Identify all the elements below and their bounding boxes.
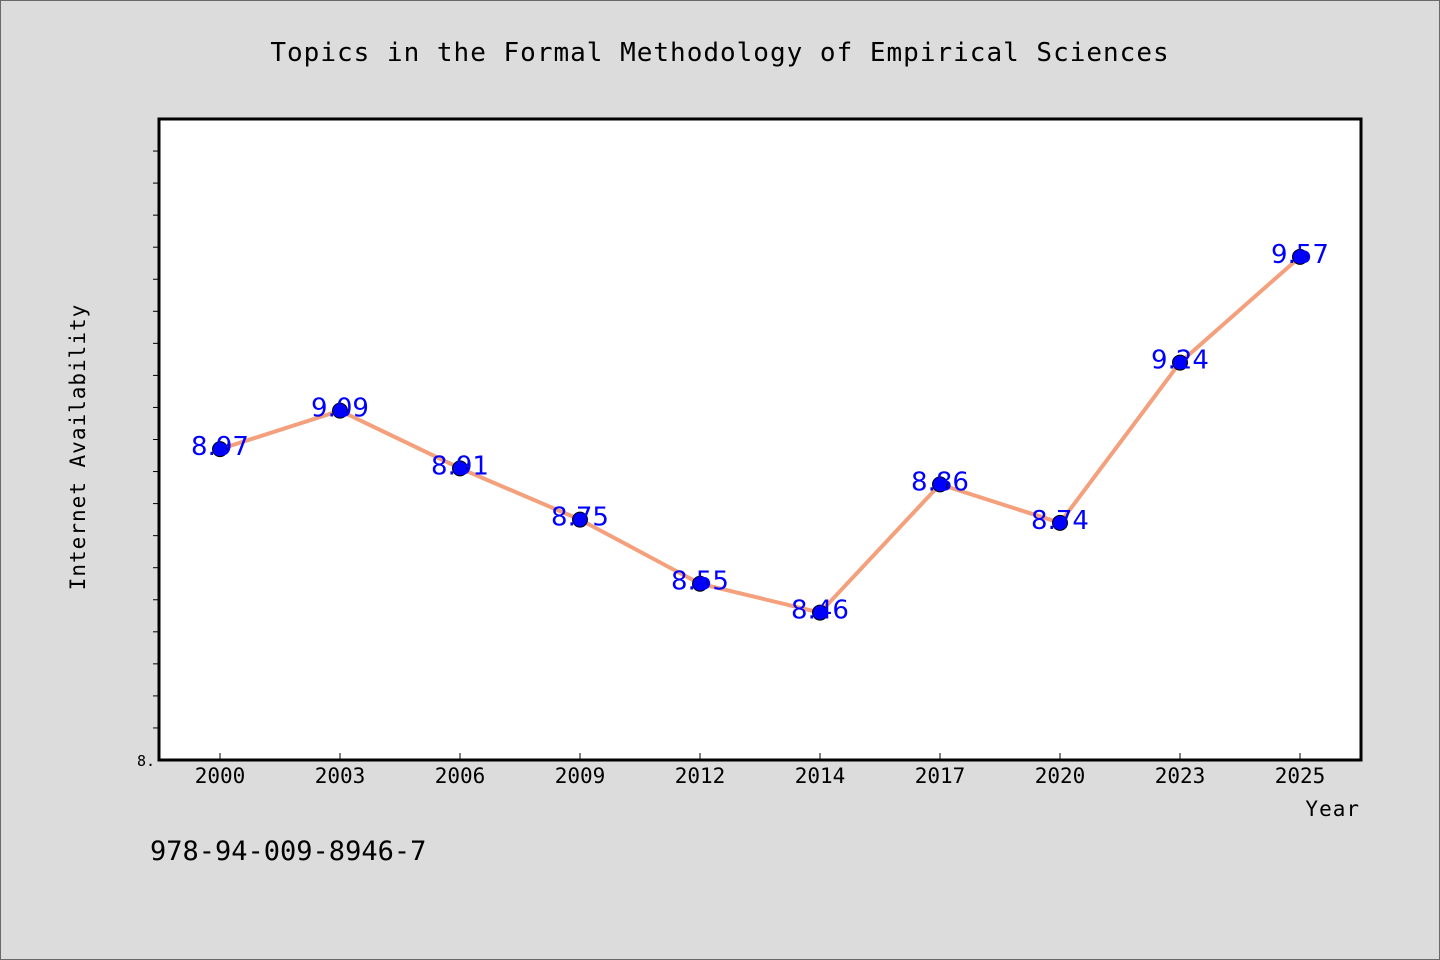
x-tick-label: 2023	[1155, 764, 1206, 788]
data-label: 9.09	[311, 394, 369, 424]
x-tick-label: 2014	[795, 764, 846, 788]
x-tick-labels: 2000 2003 2006 2009 2012 2014 2017 2020 2023 2025	[195, 764, 1326, 788]
data-point	[452, 460, 468, 477]
data-point	[212, 441, 228, 458]
x-tick-label: 2025	[1275, 764, 1326, 788]
data-label: 8.46	[791, 596, 849, 626]
x-axis-ticks	[219, 753, 1301, 760]
x-tick-label: 2017	[915, 764, 966, 788]
plot-area	[157, 117, 1363, 762]
data-label: 9.24	[1151, 346, 1209, 376]
x-axis-label: Year	[1305, 797, 1360, 821]
data-point	[932, 476, 948, 493]
data-label: 8.91	[431, 451, 489, 481]
data-label: 8.75	[551, 503, 609, 533]
data-label: 8.55	[671, 567, 729, 597]
y-axis-label: Internet Availability	[66, 304, 90, 591]
y-tick-label: 8.	[137, 752, 155, 770]
x-tick-label: 2000	[195, 764, 246, 788]
data-point	[1052, 514, 1068, 531]
chart-title: Topics in the Formal Methodology of Empi…	[270, 38, 1169, 68]
x-tick-label: 2012	[675, 764, 726, 788]
x-tick-label: 2006	[435, 764, 486, 788]
series-line	[218, 254, 1302, 615]
data-label: 8.97	[191, 432, 249, 462]
data-point	[1172, 354, 1188, 371]
data-point	[332, 402, 348, 419]
data-point	[812, 604, 828, 621]
data-label: 8.74	[1031, 506, 1089, 536]
x-tick-label: 2020	[1035, 764, 1086, 788]
data-point	[692, 575, 708, 592]
data-label: 9.57	[1271, 240, 1329, 270]
series-layer	[218, 254, 1302, 615]
x-tick-label: 2009	[555, 764, 606, 788]
data-label: 8.86	[911, 467, 969, 497]
data-label-layer: 8.97 9.09 8.91 8.75 8.55 8.46 8.86 8.74 9.24 9.57	[191, 240, 1329, 626]
y-axis-ticks	[153, 150, 159, 729]
data-point	[1292, 248, 1308, 265]
data-point	[572, 511, 588, 528]
isbn-footnote: 978-94-009-8946-7	[150, 836, 427, 867]
marker-layer	[212, 248, 1308, 621]
x-tick-label: 2003	[315, 764, 366, 788]
